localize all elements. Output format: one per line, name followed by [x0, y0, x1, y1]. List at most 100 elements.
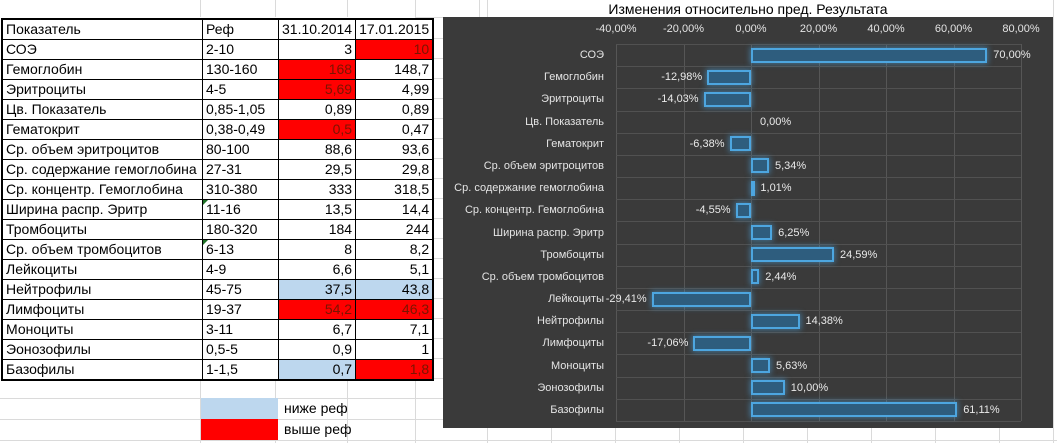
cell-indicator[interactable]: Тромбоциты	[1, 219, 203, 240]
cell-value-2015[interactable]: 5,1	[355, 259, 434, 280]
cell-value-2015[interactable]: 4,99	[355, 79, 434, 100]
bar[interactable]	[707, 70, 751, 85]
col-header-indicator[interactable]: Показатель	[1, 18, 203, 40]
cell-ref[interactable]: 19-37	[202, 299, 279, 320]
bar[interactable]	[703, 92, 751, 107]
cell-ref[interactable]: 3-11	[202, 319, 279, 340]
cell-value-2014[interactable]: 13,5	[277, 199, 357, 220]
cell-value-2014[interactable]: 5,69	[277, 79, 357, 100]
cell-indicator[interactable]: Гематокрит	[1, 119, 203, 140]
bar[interactable]	[751, 358, 770, 373]
cell-value-2014[interactable]: 37,5	[277, 279, 357, 300]
cell-value-2015[interactable]: 1,8	[355, 359, 434, 381]
cell-value-2015[interactable]: 46,3	[355, 299, 434, 320]
cell-value-2015[interactable]: 318,5	[355, 179, 434, 200]
cell-value-2014[interactable]: 29,5	[277, 159, 357, 180]
cell-indicator[interactable]: СОЭ	[1, 39, 203, 60]
cell-value-2014[interactable]: 3	[277, 39, 357, 60]
bar[interactable]	[751, 247, 834, 262]
legend-swatch-below-ref[interactable]	[201, 398, 278, 419]
cell-value-2014[interactable]: 0,5	[277, 119, 357, 140]
cell-value-2015[interactable]: 1	[355, 339, 434, 360]
bar[interactable]	[751, 225, 773, 240]
cell-ref[interactable]: 0,5-5	[202, 339, 279, 360]
cell-ref[interactable]: 45-75	[202, 279, 279, 300]
bar[interactable]	[751, 402, 958, 417]
table-row: Ширина распр. Эритр 11-16 13,5 14,4	[1, 199, 434, 220]
cell-indicator[interactable]: Ср. объем эритроцитов	[1, 139, 203, 160]
col-header-date-2015[interactable]: 17.01.2015	[355, 18, 434, 40]
cell-value-2015[interactable]: 43,8	[355, 279, 434, 300]
sheet-gridline	[415, 17, 443, 18]
cell-ref[interactable]: 4-5	[202, 79, 279, 100]
cell-ref[interactable]: 4-9	[202, 259, 279, 280]
cell-ref[interactable]: 180-320	[202, 219, 279, 240]
cell-value-2014[interactable]: 54,2	[277, 299, 357, 320]
bar[interactable]	[751, 269, 760, 284]
bar[interactable]	[751, 181, 755, 196]
value-label: 6,25%	[778, 227, 810, 239]
cell-ref[interactable]: 1-1,5	[202, 359, 279, 381]
table-row: Лейкоциты 4-9 6,6 5,1	[1, 259, 434, 280]
col-header-date-2014[interactable]: 31.10.2014	[277, 18, 357, 40]
cell-ref[interactable]: 130-160	[202, 59, 279, 80]
bar[interactable]	[751, 48, 988, 63]
table-row: Эонозофилы 0,5-5 0,9 1	[1, 339, 434, 360]
cell-value-2015[interactable]: 8,2	[355, 239, 434, 260]
cell-value-2014[interactable]: 6,6	[277, 259, 357, 280]
cell-value-2015[interactable]: 93,6	[355, 139, 434, 160]
cell-value-2014[interactable]: 0,7	[277, 359, 357, 381]
col-header-ref[interactable]: Реф	[202, 18, 279, 40]
cell-indicator[interactable]: Нейтрофилы	[1, 279, 203, 300]
cell-value-2015[interactable]: 29,8	[355, 159, 434, 180]
cell-value-2015[interactable]: 148,7	[355, 59, 434, 80]
bar[interactable]	[751, 158, 769, 173]
cell-indicator[interactable]: Ср. содержание гемоглобина	[1, 159, 203, 180]
bar[interactable]	[735, 203, 751, 218]
cell-value-2015[interactable]: 7,1	[355, 319, 434, 340]
cell-indicator[interactable]: Лейкоциты	[1, 259, 203, 280]
cell-indicator[interactable]: Ширина распр. Эритр	[1, 199, 203, 220]
cell-ref[interactable]: 2-10	[202, 39, 279, 60]
cell-ref[interactable]: 11-16	[202, 199, 279, 220]
bar[interactable]	[651, 292, 751, 307]
cell-indicator[interactable]: Эонозофилы	[1, 339, 203, 360]
cell-ref[interactable]: 0,38-0,49	[202, 119, 279, 140]
cell-value-2014[interactable]: 6,7	[277, 319, 357, 340]
value-label: -6,38%	[689, 138, 725, 150]
cell-value-2014[interactable]: 0,9	[277, 339, 357, 360]
cell-indicator[interactable]: Эритроциты	[1, 79, 203, 100]
cell-indicator[interactable]: Ср. концентр. Гемоглобина	[1, 179, 203, 200]
cell-value-2014[interactable]: 8	[277, 239, 357, 260]
cell-ref[interactable]: 6-13	[202, 239, 279, 260]
cell-value-2015[interactable]: 10	[355, 39, 434, 60]
value-label: 1,01%	[760, 182, 792, 194]
cell-indicator[interactable]: Моноциты	[1, 319, 203, 340]
cell-value-2015[interactable]: 14,4	[355, 199, 434, 220]
chart-horizontal-gridline	[616, 332, 1021, 333]
cell-value-2014[interactable]: 88,6	[277, 139, 357, 160]
cell-indicator[interactable]: Гемоглобин	[1, 59, 203, 80]
cell-value-2014[interactable]: 184	[277, 219, 357, 240]
cell-value-2015[interactable]: 0,47	[355, 119, 434, 140]
cell-ref[interactable]: 310-380	[202, 179, 279, 200]
cell-value-2014[interactable]: 333	[277, 179, 357, 200]
category-label: Лейкоциты	[548, 293, 604, 305]
cell-value-2015[interactable]: 244	[355, 219, 434, 240]
cell-value-2014[interactable]: 168	[277, 59, 357, 80]
cell-indicator[interactable]: Базофилы	[1, 359, 203, 381]
cell-indicator[interactable]: Ср. объем тромбоцитов	[1, 239, 203, 260]
cell-value-2015[interactable]: 0,89	[355, 99, 434, 120]
chart-panel[interactable]: -40,00% -20,00% 0,00% 20,00% 40,00% 60,00% 80,…	[443, 17, 1053, 428]
cell-indicator[interactable]: Цв. Показатель	[1, 99, 203, 120]
cell-value-2014[interactable]: 0,89	[277, 99, 357, 120]
bar[interactable]	[751, 380, 785, 395]
bar[interactable]	[751, 314, 800, 329]
bar[interactable]	[693, 336, 751, 351]
cell-ref[interactable]: 27-31	[202, 159, 279, 180]
bar[interactable]	[729, 136, 751, 151]
cell-ref[interactable]: 80-100	[202, 139, 279, 160]
cell-indicator[interactable]: Лимфоциты	[1, 299, 203, 320]
legend-swatch-above-ref[interactable]	[201, 419, 278, 440]
cell-ref[interactable]: 0,85-1,05	[202, 99, 279, 120]
